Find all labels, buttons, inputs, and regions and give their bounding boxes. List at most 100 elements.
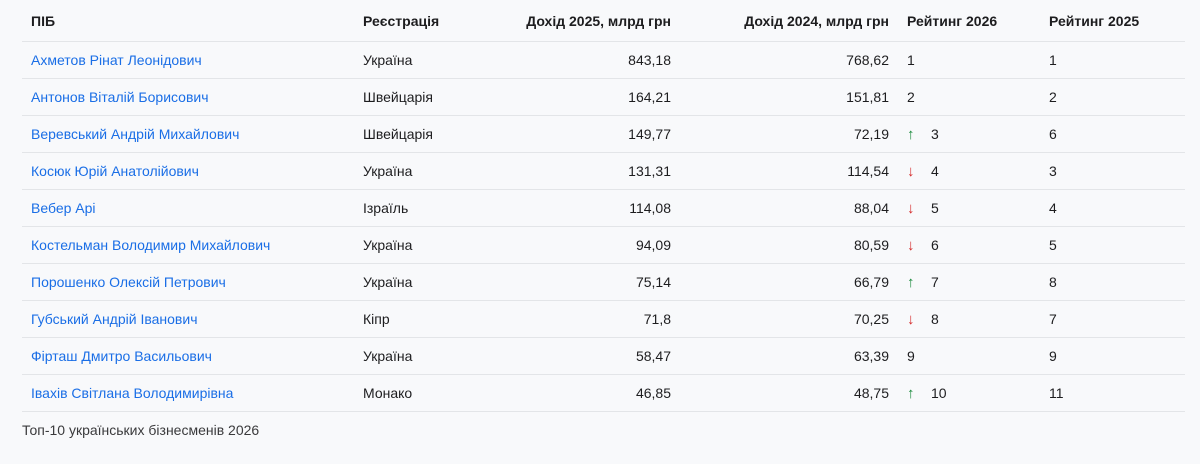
person-link[interactable]: Косюк Юрій Анатолійович	[31, 163, 199, 179]
header-income-2024: Дохід 2024, млрд грн	[680, 0, 898, 42]
header-registration: Реєстрація	[354, 0, 472, 42]
rank-2026-value: 2	[907, 89, 915, 105]
table-header-row: ПІБ Реєстрація Дохід 2025, млрд грн Дохі…	[22, 0, 1185, 42]
name-cell: Ахметов Рінат Леонідович	[22, 41, 354, 79]
table-row: Антонов Віталій Борисович Швейцарія 164,…	[22, 78, 1185, 116]
rank-2026-value: 5	[931, 199, 939, 216]
income-2025-cell: 114,08	[472, 189, 680, 227]
rank-2025-cell: 2	[1040, 78, 1185, 116]
arrow-down-icon: ↓	[907, 310, 915, 328]
rank-2025-cell: 3	[1040, 152, 1185, 190]
rank-2026-cell: 9	[898, 337, 1040, 375]
registration-cell: Кіпр	[354, 300, 472, 338]
person-link[interactable]: Антонов Віталій Борисович	[31, 89, 209, 105]
person-link[interactable]: Веревський Андрій Михайлович	[31, 126, 240, 142]
income-2024-cell: 88,04	[680, 189, 898, 227]
rank-2025-cell: 6	[1040, 115, 1185, 153]
rank-2026-cell: ↓ 5	[898, 189, 1040, 227]
registration-cell: Швейцарія	[354, 115, 472, 153]
income-2025-cell: 164,21	[472, 78, 680, 116]
rank-2026-value: 3	[931, 125, 939, 142]
rank-2026-value: 10	[931, 384, 947, 401]
person-link[interactable]: Іваxів Світлана Володимирівна	[31, 385, 234, 401]
person-link[interactable]: Губський Андрій Іванович	[31, 311, 198, 327]
rank-2026-cell: ↑ 10	[898, 374, 1040, 412]
name-cell: Губський Андрій Іванович	[22, 300, 354, 338]
income-2025-cell: 131,31	[472, 152, 680, 190]
person-link[interactable]: Костельман Володимир Михайлович	[31, 237, 271, 253]
table-row: Губський Андрій Іванович Кіпр 71,8 70,25…	[22, 300, 1185, 338]
rank-2026-value: 9	[907, 348, 915, 364]
income-2025-cell: 58,47	[472, 337, 680, 375]
income-2024-cell: 70,25	[680, 300, 898, 338]
table-caption: Топ-10 українських бізнесменів 2026	[22, 422, 260, 438]
person-link[interactable]: Ахметов Рінат Леонідович	[31, 52, 202, 68]
income-2025-cell: 843,18	[472, 41, 680, 79]
rank-2026-cell: ↓ 4	[898, 152, 1040, 190]
rank-2026-value: 6	[931, 236, 939, 253]
arrow-down-icon: ↓	[907, 236, 915, 254]
rank-2025-cell: 9	[1040, 337, 1185, 375]
arrow-down-icon: ↓	[907, 162, 915, 180]
rank-2026-cell: ↓ 8	[898, 300, 1040, 338]
rank-2026-cell: 1	[898, 41, 1040, 79]
income-2025-cell: 46,85	[472, 374, 680, 412]
registration-cell: Україна	[354, 263, 472, 301]
name-cell: Косюк Юрій Анатолійович	[22, 152, 354, 190]
income-2024-cell: 72,19	[680, 115, 898, 153]
person-link[interactable]: Порошенко Олексій Петрович	[31, 274, 226, 290]
income-2024-cell: 48,75	[680, 374, 898, 412]
name-cell: Вебер Арі	[22, 189, 354, 227]
table-row: Порошенко Олексій Петрович Україна 75,14…	[22, 263, 1185, 301]
income-2025-cell: 94,09	[472, 226, 680, 264]
registration-cell: Швейцарія	[354, 78, 472, 116]
table-row: Іваxів Світлана Володимирівна Монако 46,…	[22, 374, 1185, 412]
rank-2026-value: 7	[931, 273, 939, 290]
header-rank-2025: Рейтинг 2025	[1040, 0, 1185, 42]
table-row: Вебер Арі Ізраїль 114,08 88,04 ↓ 5 4	[22, 189, 1185, 227]
name-cell: Веревський Андрій Михайлович	[22, 115, 354, 153]
rank-2026-cell: ↑ 3	[898, 115, 1040, 153]
rank-2025-cell: 7	[1040, 300, 1185, 338]
name-cell: Порошенко Олексій Петрович	[22, 263, 354, 301]
table-row: Костельман Володимир Михайлович Україна …	[22, 226, 1185, 264]
rank-2025-cell: 8	[1040, 263, 1185, 301]
rank-2026-cell: 2	[898, 78, 1040, 116]
income-2024-cell: 151,81	[680, 78, 898, 116]
businessmen-table: ПІБ Реєстрація Дохід 2025, млрд грн Дохі…	[22, 0, 1185, 412]
person-link[interactable]: Фірташ Дмитро Васильович	[31, 348, 212, 364]
income-2024-cell: 80,59	[680, 226, 898, 264]
table-row: Ахметов Рінат Леонідович Україна 843,18 …	[22, 41, 1185, 79]
header-name: ПІБ	[22, 0, 354, 42]
rank-2026-cell: ↑ 7	[898, 263, 1040, 301]
rank-2025-cell: 4	[1040, 189, 1185, 227]
rank-2025-cell: 11	[1040, 374, 1185, 412]
person-link[interactable]: Вебер Арі	[31, 200, 96, 216]
table-row: Фірташ Дмитро Васильович Україна 58,47 6…	[22, 337, 1185, 375]
name-cell: Іваxів Світлана Володимирівна	[22, 374, 354, 412]
rank-2025-cell: 5	[1040, 226, 1185, 264]
registration-cell: Монако	[354, 374, 472, 412]
rank-2026-value: 1	[907, 52, 915, 68]
registration-cell: Ізраїль	[354, 189, 472, 227]
rank-2026-cell: ↓ 6	[898, 226, 1040, 264]
arrow-down-icon: ↓	[907, 199, 915, 217]
name-cell: Фірташ Дмитро Васильович	[22, 337, 354, 375]
registration-cell: Україна	[354, 226, 472, 264]
income-2024-cell: 114,54	[680, 152, 898, 190]
income-2024-cell: 768,62	[680, 41, 898, 79]
arrow-up-icon: ↑	[907, 273, 915, 291]
table-container: ПІБ Реєстрація Дохід 2025, млрд грн Дохі…	[22, 0, 1185, 438]
table-row: Веревський Андрій Михайлович Швейцарія 1…	[22, 115, 1185, 153]
rank-2026-value: 8	[931, 310, 939, 327]
income-2024-cell: 66,79	[680, 263, 898, 301]
header-rank-2026: Рейтинг 2026	[898, 0, 1040, 42]
rank-2025-cell: 1	[1040, 41, 1185, 79]
income-2025-cell: 71,8	[472, 300, 680, 338]
rank-2026-value: 4	[931, 162, 939, 179]
name-cell: Антонов Віталій Борисович	[22, 78, 354, 116]
arrow-up-icon: ↑	[907, 125, 915, 143]
income-2025-cell: 75,14	[472, 263, 680, 301]
registration-cell: Україна	[354, 41, 472, 79]
registration-cell: Україна	[354, 152, 472, 190]
